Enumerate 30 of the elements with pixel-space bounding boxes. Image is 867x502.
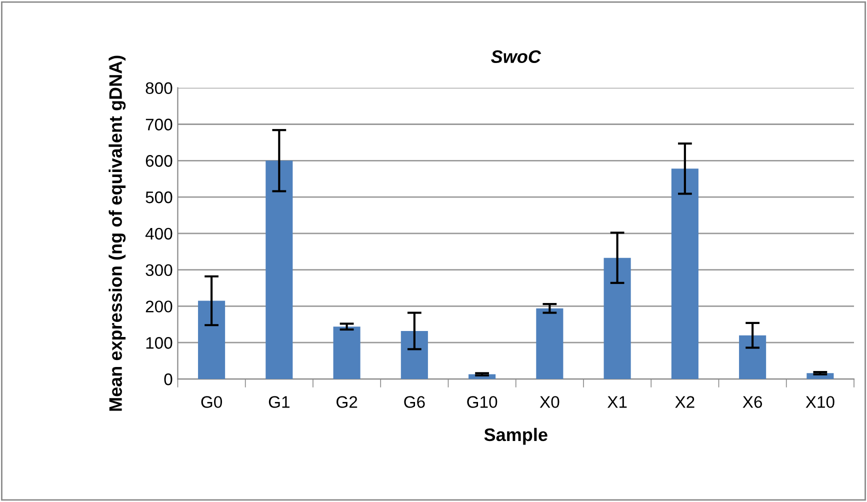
bar bbox=[739, 335, 766, 380]
y-axis-title: Mean expression (ng of equivalent gDNA) bbox=[108, 56, 126, 411]
x-tick-label: G10 bbox=[467, 396, 498, 408]
y-tick-label: 400 bbox=[145, 228, 172, 240]
y-tick-label: 300 bbox=[146, 264, 172, 276]
x-tick-label: X6 bbox=[742, 396, 762, 408]
chart-title: SwoC bbox=[491, 50, 542, 64]
y-tick-label: 100 bbox=[146, 337, 172, 349]
y-tick-label: 200 bbox=[146, 300, 172, 312]
y-tick-label: 700 bbox=[146, 118, 172, 130]
bar bbox=[604, 258, 631, 380]
bar bbox=[198, 300, 226, 380]
bar bbox=[333, 326, 360, 380]
x-tick-label: G2 bbox=[336, 396, 358, 408]
bar bbox=[400, 330, 428, 380]
y-tick-label: 0 bbox=[164, 373, 172, 386]
x-tick-label: G6 bbox=[404, 396, 425, 408]
x-tick-label: X2 bbox=[675, 396, 694, 408]
x-tick-label: G0 bbox=[201, 396, 222, 408]
x-tick-label: X0 bbox=[540, 396, 560, 408]
bar bbox=[536, 308, 564, 380]
x-tick-label: X1 bbox=[607, 396, 627, 408]
x-tick-label: G1 bbox=[268, 396, 290, 408]
bar bbox=[671, 168, 698, 380]
y-tick-label: 600 bbox=[146, 155, 172, 167]
y-tick-label: 500 bbox=[146, 191, 172, 204]
x-tick-label: X10 bbox=[806, 396, 834, 408]
x-axis-title: Sample bbox=[484, 428, 548, 445]
bar bbox=[266, 160, 293, 380]
y-tick-label: 800 bbox=[146, 82, 172, 94]
